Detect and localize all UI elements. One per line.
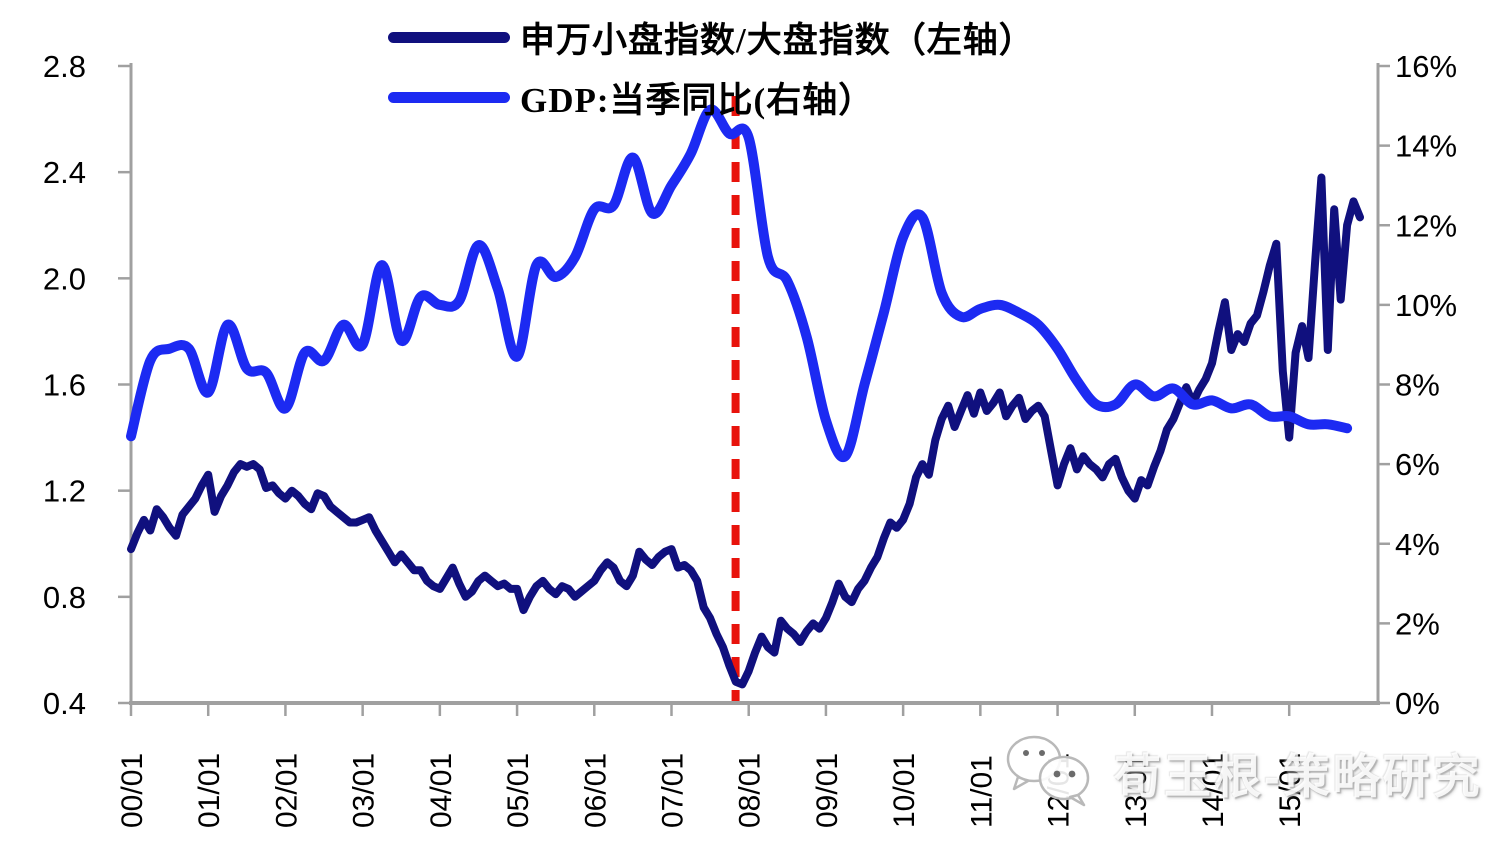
right-axis-tick-label: 12%	[1395, 208, 1457, 243]
x-axis-tick-label: 02/01	[270, 753, 303, 828]
right-axis-tick-label: 16%	[1395, 49, 1457, 84]
x-axis-tick-label: 07/01	[656, 753, 689, 828]
legend-item-ratio: 申万小盘指数/大盘指数（左轴）	[388, 14, 1035, 60]
legend: 申万小盘指数/大盘指数（左轴） GDP:当季同比(右轴）	[388, 14, 1035, 120]
right-axis-tick-label: 10%	[1395, 288, 1457, 323]
x-axis-tick-label: 14/01	[1197, 753, 1230, 828]
x-axis-tick-label: 10/01	[888, 753, 921, 828]
right-axis-tick-label: 6%	[1395, 447, 1440, 482]
x-axis-tick-label: 08/01	[734, 753, 767, 828]
left-axis-tick-label: 0.8	[43, 580, 86, 615]
x-axis-tick-label: 00/01	[116, 753, 149, 828]
right-axis-tick-label: 2%	[1395, 606, 1440, 641]
ratio-line	[127, 173, 1364, 689]
right-axis-tick-label: 4%	[1395, 527, 1440, 562]
legend-item-gdp: GDP:当季同比(右轴）	[388, 74, 1035, 120]
left-axis-tick-label: 0.4	[43, 686, 86, 721]
legend-label-ratio: 申万小盘指数/大盘指数（左轴）	[520, 20, 1035, 60]
gdp-line-swatch	[388, 91, 510, 103]
x-axis-tick-label: 05/01	[502, 753, 535, 828]
left-axis-tick-label: 2.8	[43, 49, 86, 84]
left-axis-tick-label: 2.4	[43, 155, 86, 190]
right-axis-tick-label: 0%	[1395, 686, 1440, 721]
x-axis-tick-label: 15/01	[1274, 753, 1307, 828]
right-axis-tick-label: 8%	[1395, 368, 1440, 403]
gdp-line	[126, 104, 1353, 463]
left-axis-tick-label: 1.6	[43, 368, 86, 403]
x-axis-tick-label: 12/01	[1043, 753, 1076, 828]
legend-label-gdp: GDP:当季同比(右轴）	[520, 80, 875, 120]
right-axis-tick-label: 14%	[1395, 129, 1457, 164]
left-axis-tick-label: 1.2	[43, 474, 86, 509]
x-axis-tick-label: 13/01	[1120, 753, 1153, 828]
x-axis-tick-label: 06/01	[579, 753, 612, 828]
x-axis-tick-label: 09/01	[811, 753, 844, 828]
x-axis-tick-label: 01/01	[193, 753, 226, 828]
left-axis-tick-label: 2.0	[43, 261, 86, 296]
x-axis-tick-label: 11/01	[965, 755, 998, 828]
ratio-line-swatch	[388, 31, 510, 43]
x-axis-tick-label: 04/01	[425, 753, 458, 828]
x-axis-tick-label: 03/01	[348, 753, 381, 828]
